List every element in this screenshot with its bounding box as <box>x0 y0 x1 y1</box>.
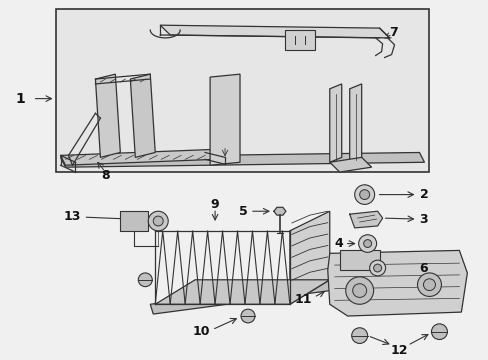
Polygon shape <box>327 251 467 316</box>
Bar <box>56 9 428 172</box>
Text: 4: 4 <box>333 237 342 250</box>
Text: 12: 12 <box>390 345 407 357</box>
Circle shape <box>351 328 367 343</box>
Circle shape <box>241 309 254 323</box>
Bar <box>120 211 148 231</box>
Text: 6: 6 <box>419 261 427 275</box>
Polygon shape <box>273 207 285 215</box>
Text: 3: 3 <box>419 212 427 226</box>
Circle shape <box>430 324 447 339</box>
Circle shape <box>358 235 376 252</box>
Text: 9: 9 <box>210 198 219 211</box>
Polygon shape <box>349 211 382 228</box>
Circle shape <box>345 277 373 304</box>
Text: 8: 8 <box>101 168 109 181</box>
Text: 5: 5 <box>239 205 247 218</box>
Polygon shape <box>61 149 215 165</box>
Polygon shape <box>61 153 424 167</box>
Circle shape <box>369 260 385 276</box>
Polygon shape <box>329 157 371 172</box>
Polygon shape <box>150 280 337 314</box>
Polygon shape <box>95 74 120 157</box>
Polygon shape <box>210 74 240 165</box>
Circle shape <box>363 240 371 247</box>
Text: 1: 1 <box>16 92 25 105</box>
Bar <box>285 30 314 50</box>
Polygon shape <box>349 84 361 162</box>
Polygon shape <box>329 84 341 162</box>
Bar <box>339 251 379 270</box>
Circle shape <box>359 190 369 199</box>
Text: 11: 11 <box>294 293 311 306</box>
Polygon shape <box>289 211 329 304</box>
Text: 13: 13 <box>63 210 81 222</box>
Polygon shape <box>155 280 329 304</box>
Circle shape <box>148 211 168 231</box>
Text: 2: 2 <box>419 188 427 201</box>
Circle shape <box>352 284 366 297</box>
Circle shape <box>417 273 441 296</box>
Text: 7: 7 <box>389 26 398 39</box>
Circle shape <box>153 216 163 226</box>
Circle shape <box>373 264 381 272</box>
Circle shape <box>138 273 152 287</box>
Text: 10: 10 <box>192 325 210 338</box>
Circle shape <box>354 185 374 204</box>
Polygon shape <box>160 25 389 38</box>
Circle shape <box>423 279 435 291</box>
Polygon shape <box>130 74 155 157</box>
